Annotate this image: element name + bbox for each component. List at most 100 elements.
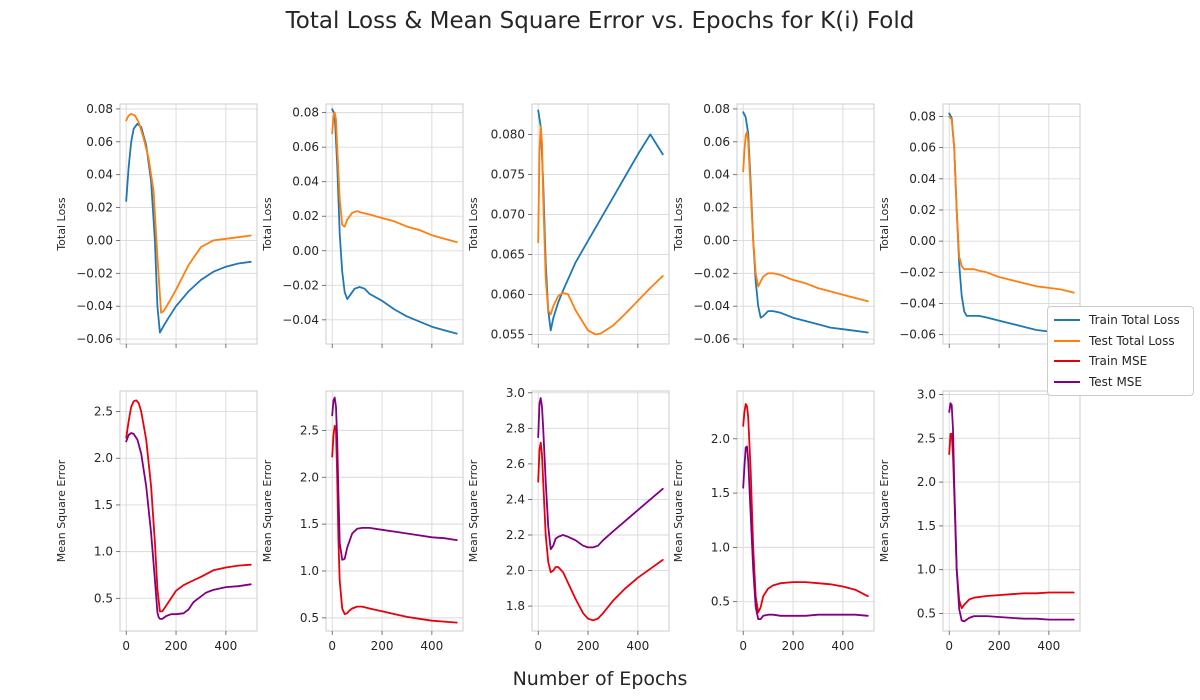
y-tick-label: 2.0 bbox=[917, 475, 936, 489]
legend-item-train-mse: Train MSE bbox=[1048, 351, 1193, 372]
legend-line bbox=[1054, 380, 1080, 383]
x-tick-label: 0 bbox=[328, 639, 336, 653]
y-tick-label: 2.6 bbox=[506, 457, 525, 471]
y-tick-label: −0.04 bbox=[76, 299, 113, 313]
series-line-test-total-loss bbox=[742, 130, 869, 303]
legend-item-test-total-loss: Test Total Loss bbox=[1048, 331, 1193, 352]
y-tick-label: 0.08 bbox=[292, 106, 319, 120]
legend-label: Train MSE bbox=[1089, 354, 1148, 369]
series-line-test-mse bbox=[125, 432, 252, 620]
axes-frame bbox=[942, 390, 1081, 632]
series-line-train-total-loss bbox=[331, 108, 458, 335]
y-tick-label: 0.02 bbox=[703, 201, 730, 215]
subplot-1: −0.06 −0.04 −0.02 0.00 0.02 0.04 0.06 0.08 Total… bbox=[55, 102, 258, 348]
legend-item-test-mse: Test MSE bbox=[1048, 372, 1193, 393]
y-tick-label: 1.5 bbox=[711, 486, 730, 500]
y-tick-label: 0.08 bbox=[703, 102, 730, 116]
y-tick-label: −0.06 bbox=[693, 332, 730, 346]
axes-frame bbox=[736, 103, 875, 345]
figure-xlabel: Number of Epochs bbox=[512, 668, 688, 690]
series-line-train-mse bbox=[125, 399, 252, 613]
series-line-train-mse bbox=[331, 424, 458, 624]
y-tick-label: −0.04 bbox=[282, 313, 319, 327]
y-tick-label: 0.04 bbox=[703, 168, 730, 182]
axes-frame bbox=[119, 103, 258, 345]
y-tick-label: 0.06 bbox=[86, 135, 113, 149]
y-axis-label: Mean Square Error bbox=[55, 459, 68, 562]
y-tick-label: 0.04 bbox=[86, 168, 113, 182]
y-tick-label: −0.02 bbox=[899, 265, 936, 279]
x-tick-label: 200 bbox=[371, 639, 394, 653]
y-tick-label: 0.04 bbox=[909, 172, 936, 186]
y-tick-label: 0.06 bbox=[292, 140, 319, 154]
y-axis-label: Total Loss bbox=[467, 197, 480, 252]
y-tick-label: 1.0 bbox=[94, 545, 113, 559]
y-tick-label: 3.0 bbox=[917, 388, 936, 402]
y-tick-label: 0.075 bbox=[491, 167, 525, 181]
y-tick-label: −0.02 bbox=[693, 266, 730, 280]
series-line-train-total-loss bbox=[125, 122, 252, 334]
series-line-train-total-loss bbox=[948, 112, 1075, 336]
y-tick-label: −0.06 bbox=[76, 332, 113, 346]
y-tick-label: 0.5 bbox=[917, 606, 936, 620]
y-axis-label: Mean Square Error bbox=[878, 459, 891, 562]
y-tick-label: 0.00 bbox=[909, 234, 936, 248]
subplot-8: 1.8 2.0 2.2 2.4 2.6 2.8 3.0 0 200 400 Mean Square … bbox=[467, 386, 670, 653]
y-tick-label: 0.02 bbox=[292, 209, 319, 223]
y-tick-label: 0.080 bbox=[491, 127, 525, 141]
y-tick-label: 1.0 bbox=[300, 564, 319, 578]
x-tick-label: 400 bbox=[420, 639, 443, 653]
y-axis-label: Total Loss bbox=[261, 197, 274, 252]
y-axis-label: Mean Square Error bbox=[467, 459, 480, 562]
y-tick-label: 0.06 bbox=[909, 141, 936, 155]
y-tick-label: 2.0 bbox=[300, 470, 319, 484]
axes-frame bbox=[942, 103, 1081, 345]
y-tick-label: 1.5 bbox=[94, 498, 113, 512]
legend-label: Test MSE bbox=[1089, 374, 1142, 389]
x-tick-label: 0 bbox=[739, 639, 747, 653]
y-tick-label: 0.060 bbox=[491, 287, 525, 301]
y-tick-label: 0.06 bbox=[703, 135, 730, 149]
series-line-test-total-loss bbox=[948, 115, 1075, 294]
y-tick-label: 1.0 bbox=[711, 540, 730, 554]
x-tick-label: 0 bbox=[945, 639, 953, 653]
subplot-7: 0.5 1.0 1.5 2.0 2.5 0 200 400 Mean Square Error bbox=[261, 390, 464, 653]
y-tick-label: −0.06 bbox=[899, 328, 936, 342]
axes-frame bbox=[119, 390, 258, 632]
x-tick-label: 0 bbox=[534, 639, 542, 653]
axes-frame bbox=[531, 390, 670, 632]
legend-line bbox=[1054, 339, 1080, 342]
y-tick-label: 0.02 bbox=[86, 201, 113, 215]
y-tick-label: 2.0 bbox=[506, 564, 525, 578]
y-tick-label: 0.070 bbox=[491, 207, 525, 221]
series-line-train-total-loss bbox=[742, 111, 869, 334]
x-tick-label: 200 bbox=[165, 639, 188, 653]
series-line-train-mse bbox=[948, 432, 1075, 610]
axes-frame bbox=[736, 390, 875, 632]
y-tick-label: 0.5 bbox=[711, 595, 730, 609]
y-axis-label: Total Loss bbox=[672, 197, 685, 252]
x-tick-label: 400 bbox=[831, 639, 854, 653]
legend-item-train-total-loss: Train Total Loss bbox=[1048, 310, 1193, 331]
y-tick-label: 1.8 bbox=[506, 599, 525, 613]
legend-line bbox=[1054, 319, 1080, 322]
series-line-train-mse bbox=[537, 441, 664, 622]
subplot-4: −0.06 −0.04 −0.02 0.00 0.02 0.04 0.06 0.08 Total… bbox=[672, 102, 875, 348]
y-tick-label: −0.04 bbox=[899, 296, 936, 310]
legend-label: Train Total Loss bbox=[1089, 313, 1180, 328]
x-tick-label: 200 bbox=[782, 639, 805, 653]
series-line-test-total-loss bbox=[537, 125, 664, 336]
series-line-test-mse bbox=[537, 397, 664, 551]
y-tick-label: −0.02 bbox=[76, 266, 113, 280]
subplot-5: −0.06 −0.04 −0.02 0.00 0.02 0.04 0.06 0.08 Total… bbox=[878, 103, 1081, 348]
figure-title: Total Loss & Mean Square Error vs. Epoch… bbox=[285, 8, 915, 34]
y-tick-label: −0.04 bbox=[693, 299, 730, 313]
y-tick-label: 2.8 bbox=[506, 421, 525, 435]
series-line-train-mse bbox=[742, 403, 869, 614]
y-tick-label: 0.00 bbox=[292, 244, 319, 258]
series-line-test-mse bbox=[742, 445, 869, 620]
y-tick-label: 2.5 bbox=[300, 423, 319, 437]
legend-line bbox=[1054, 360, 1080, 363]
y-tick-label: 2.5 bbox=[94, 405, 113, 419]
